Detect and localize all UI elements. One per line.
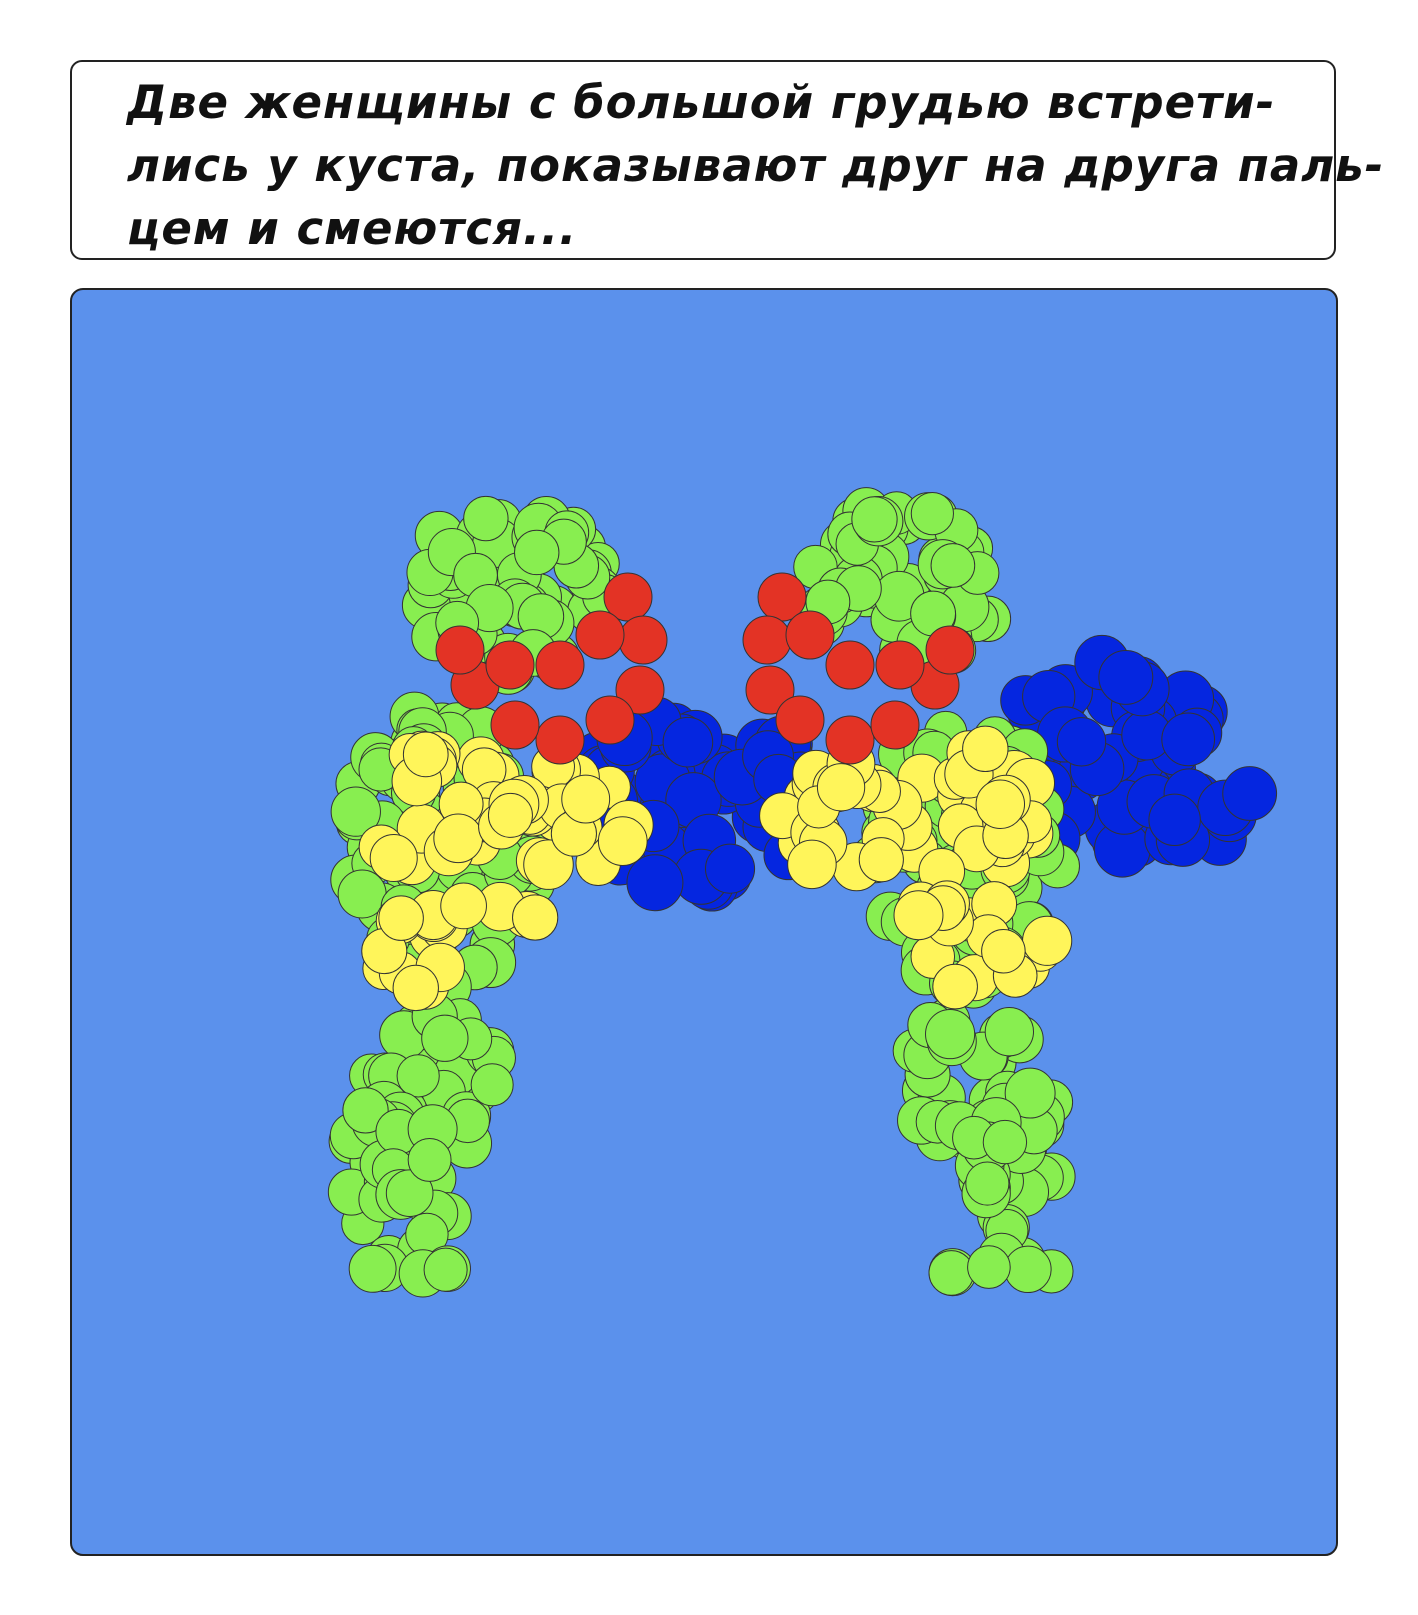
circle: [561, 774, 611, 824]
circle: [1098, 649, 1154, 705]
circle: [928, 1250, 975, 1296]
circle: [962, 725, 1009, 773]
circle: [407, 1137, 452, 1182]
circle: [925, 1008, 976, 1060]
circle: [967, 1245, 1011, 1289]
circle: [470, 1063, 514, 1107]
circle: [662, 716, 714, 768]
circle: [597, 816, 648, 867]
circle: [981, 928, 1026, 974]
circle: [618, 615, 668, 665]
circle: [705, 843, 756, 894]
circle: [440, 882, 487, 930]
circle: [385, 1169, 434, 1217]
circle: [742, 615, 792, 665]
circle: [421, 1014, 469, 1062]
circle: [1056, 717, 1107, 767]
circle: [1222, 766, 1278, 821]
circle: [932, 963, 978, 1010]
circle: [392, 964, 439, 1012]
caption-box: Две женщины с большой грудью встрети- ли…: [70, 60, 1383, 260]
circle: [575, 610, 625, 660]
circle: [870, 700, 920, 750]
circle: [330, 786, 381, 837]
circle: [535, 715, 585, 765]
circle: [1004, 1245, 1052, 1294]
circle: [982, 1119, 1028, 1165]
circle: [396, 1054, 440, 1098]
circle: [910, 491, 954, 536]
circle: [487, 792, 533, 838]
picture-background: [70, 288, 1338, 1556]
caption-line: цем и смеются...: [127, 202, 578, 255]
circle: [893, 890, 944, 941]
circle: [626, 854, 684, 912]
circle: [1148, 793, 1201, 847]
caption-line: Две женщины с большой грудью встрети-: [127, 76, 1276, 129]
circle: [485, 640, 535, 690]
caption-line: лись у куста, показывают друг на друга п…: [127, 139, 1385, 192]
circle: [512, 894, 559, 941]
circle: [825, 640, 875, 690]
circle: [423, 1247, 468, 1292]
circle: [1004, 1067, 1056, 1119]
circle: [984, 1007, 1035, 1057]
circle: [875, 640, 925, 690]
circle: [433, 813, 484, 864]
circle: [965, 1161, 1010, 1206]
circle: [514, 529, 560, 576]
circle-figures: [327, 487, 1278, 1298]
circle: [858, 837, 904, 883]
circle: [975, 779, 1026, 830]
circle: [348, 1244, 397, 1293]
circle: [785, 610, 835, 660]
picture: [70, 288, 1338, 1556]
circle: [490, 700, 540, 750]
circle: [369, 833, 418, 883]
circle: [378, 895, 424, 941]
circle: [1161, 712, 1216, 767]
circle: [930, 543, 976, 588]
circle: [342, 1087, 389, 1134]
circle: [925, 625, 975, 675]
circle: [615, 665, 665, 715]
circle: [402, 731, 449, 778]
circle: [463, 495, 509, 542]
circle: [745, 665, 795, 715]
circle: [787, 839, 837, 890]
circle: [585, 695, 635, 745]
circle: [1022, 915, 1073, 966]
circle: [435, 625, 485, 675]
circle: [535, 640, 585, 690]
circle: [851, 496, 898, 543]
circle: [775, 695, 825, 745]
circle: [816, 763, 866, 812]
circle: [825, 715, 875, 765]
